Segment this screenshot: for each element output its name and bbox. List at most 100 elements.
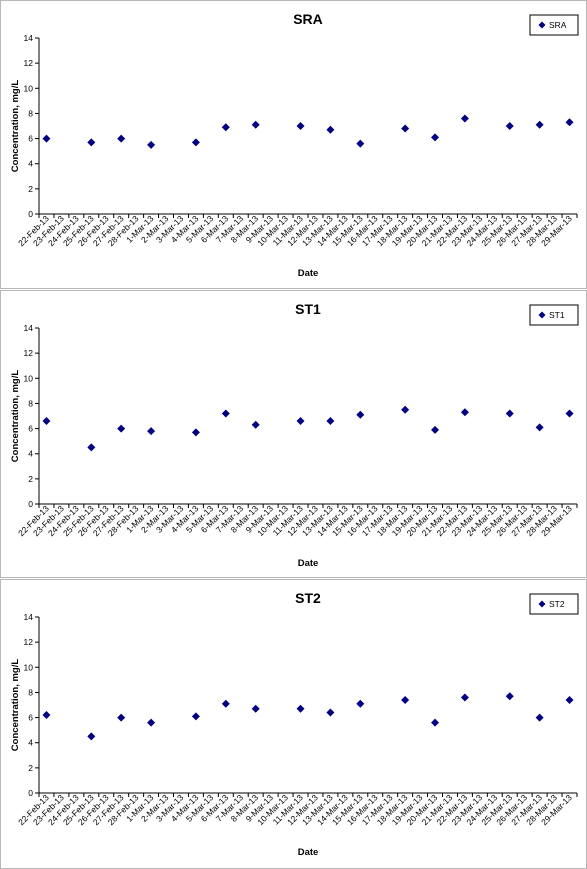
data-point bbox=[42, 711, 51, 720]
y-tick-label: 10 bbox=[24, 373, 34, 383]
legend: SRA bbox=[529, 14, 579, 36]
legend-marker-icon bbox=[538, 21, 546, 29]
y-tick-label: 6 bbox=[28, 713, 33, 723]
data-point bbox=[505, 122, 514, 130]
data-point bbox=[191, 138, 200, 147]
x-axis-label: Date bbox=[298, 268, 319, 279]
data-point bbox=[565, 695, 574, 704]
data-point bbox=[147, 718, 156, 727]
x-axis-label: Date bbox=[298, 558, 319, 569]
y-axis-label: Concentration, mg/L bbox=[10, 659, 21, 752]
data-point bbox=[191, 712, 200, 721]
series-points bbox=[42, 405, 574, 452]
y-tick-label: 2 bbox=[28, 763, 33, 773]
data-point bbox=[460, 114, 469, 123]
y-tick-label: 2 bbox=[28, 184, 33, 194]
data-point bbox=[356, 139, 365, 148]
legend-label: SRA bbox=[549, 20, 567, 30]
data-point bbox=[296, 122, 305, 130]
legend: ST1 bbox=[529, 304, 579, 326]
data-point bbox=[87, 443, 96, 452]
legend-label: ST1 bbox=[549, 310, 565, 320]
data-point bbox=[221, 699, 230, 708]
chart-title: ST2 bbox=[295, 590, 321, 606]
data-point bbox=[505, 692, 514, 701]
data-point bbox=[431, 718, 440, 727]
y-tick-label: 10 bbox=[24, 662, 34, 672]
data-point bbox=[535, 713, 544, 722]
data-point bbox=[117, 134, 126, 143]
y-axis-label: Concentration, mg/L bbox=[10, 370, 21, 463]
data-point bbox=[117, 713, 126, 722]
y-tick-label: 10 bbox=[24, 83, 34, 93]
legend-box bbox=[529, 593, 579, 615]
data-point bbox=[326, 417, 335, 426]
y-tick-label: 14 bbox=[24, 323, 34, 333]
data-point bbox=[565, 409, 574, 418]
data-point bbox=[147, 427, 156, 436]
data-point bbox=[326, 708, 335, 717]
y-tick-label: 2 bbox=[28, 474, 33, 484]
chart-svg-sra: SRA SRA0246810121422-Feb-1323-Feb-1324-Fe… bbox=[10, 11, 579, 279]
data-point bbox=[251, 420, 260, 429]
y-tick-label: 12 bbox=[24, 637, 34, 647]
y-tick-label: 14 bbox=[24, 612, 34, 622]
data-point bbox=[42, 134, 51, 143]
data-point bbox=[535, 120, 544, 129]
y-tick-label: 4 bbox=[28, 449, 33, 459]
data-point bbox=[42, 417, 51, 426]
y-tick-label: 8 bbox=[28, 108, 33, 118]
data-point bbox=[460, 693, 469, 702]
legend-box bbox=[529, 14, 579, 36]
data-point bbox=[326, 125, 335, 134]
y-tick-label: 8 bbox=[28, 398, 33, 408]
data-point bbox=[87, 138, 96, 147]
y-tick-label: 6 bbox=[28, 424, 33, 434]
y-axis-label: Concentration, mg/L bbox=[10, 80, 21, 173]
y-tick-label: 0 bbox=[28, 499, 33, 509]
y-tick-label: 8 bbox=[28, 687, 33, 697]
x-axis-label: Date bbox=[298, 847, 319, 858]
data-point bbox=[221, 123, 230, 132]
data-point bbox=[505, 409, 514, 418]
data-point bbox=[431, 425, 440, 434]
data-point bbox=[356, 699, 365, 708]
y-tick-label: 12 bbox=[24, 348, 34, 358]
data-point bbox=[147, 140, 156, 149]
chart-svg-st2: ST2 ST20246810121422-Feb-1323-Feb-1324-Fe… bbox=[10, 590, 579, 858]
data-point bbox=[401, 695, 410, 704]
data-point bbox=[191, 428, 200, 437]
legend-marker-icon bbox=[538, 311, 546, 319]
legend: ST2 bbox=[529, 593, 579, 615]
legend-box bbox=[529, 304, 579, 326]
y-tick-label: 12 bbox=[24, 58, 34, 68]
data-point bbox=[221, 409, 230, 418]
legend-marker-icon bbox=[538, 600, 546, 608]
data-point bbox=[251, 120, 260, 129]
y-tick-label: 4 bbox=[28, 738, 33, 748]
data-point bbox=[117, 424, 126, 433]
data-point bbox=[460, 408, 469, 417]
data-point bbox=[401, 124, 410, 133]
data-point bbox=[296, 704, 305, 713]
series-points bbox=[42, 692, 574, 741]
chart-svg-st1: ST1 ST10246810121422-Feb-1323-Feb-1324-Fe… bbox=[10, 301, 579, 569]
chart-panel-st1: ST1 ST1 0 2 4 6 8 10 12 14 22-Feb-13 23-Feb-13 24-Fe… bbox=[0, 290, 587, 578]
data-point bbox=[565, 118, 574, 127]
series-points bbox=[42, 114, 574, 149]
data-point bbox=[251, 704, 260, 713]
chart-title: SRA bbox=[293, 11, 323, 27]
legend-label: ST2 bbox=[549, 599, 565, 609]
chart-panel-sra: SRA SRA 0 2 4 6 8 10 12 14 22-Feb-13 23-Feb-13 24-Fe… bbox=[0, 0, 587, 289]
chart-title: ST1 bbox=[295, 301, 321, 317]
chart-panel-st2: ST2 ST2 0 2 4 6 8 10 12 14 22-Feb-13 23-Feb-13 24-Fe… bbox=[0, 579, 587, 869]
data-point bbox=[401, 405, 410, 414]
y-tick-label: 6 bbox=[28, 134, 33, 144]
y-tick-label: 0 bbox=[28, 209, 33, 219]
y-tick-label: 4 bbox=[28, 159, 33, 169]
y-tick-label: 14 bbox=[24, 33, 34, 43]
data-point bbox=[296, 417, 305, 426]
data-point bbox=[356, 410, 365, 419]
data-point bbox=[431, 133, 440, 142]
data-point bbox=[87, 732, 96, 741]
